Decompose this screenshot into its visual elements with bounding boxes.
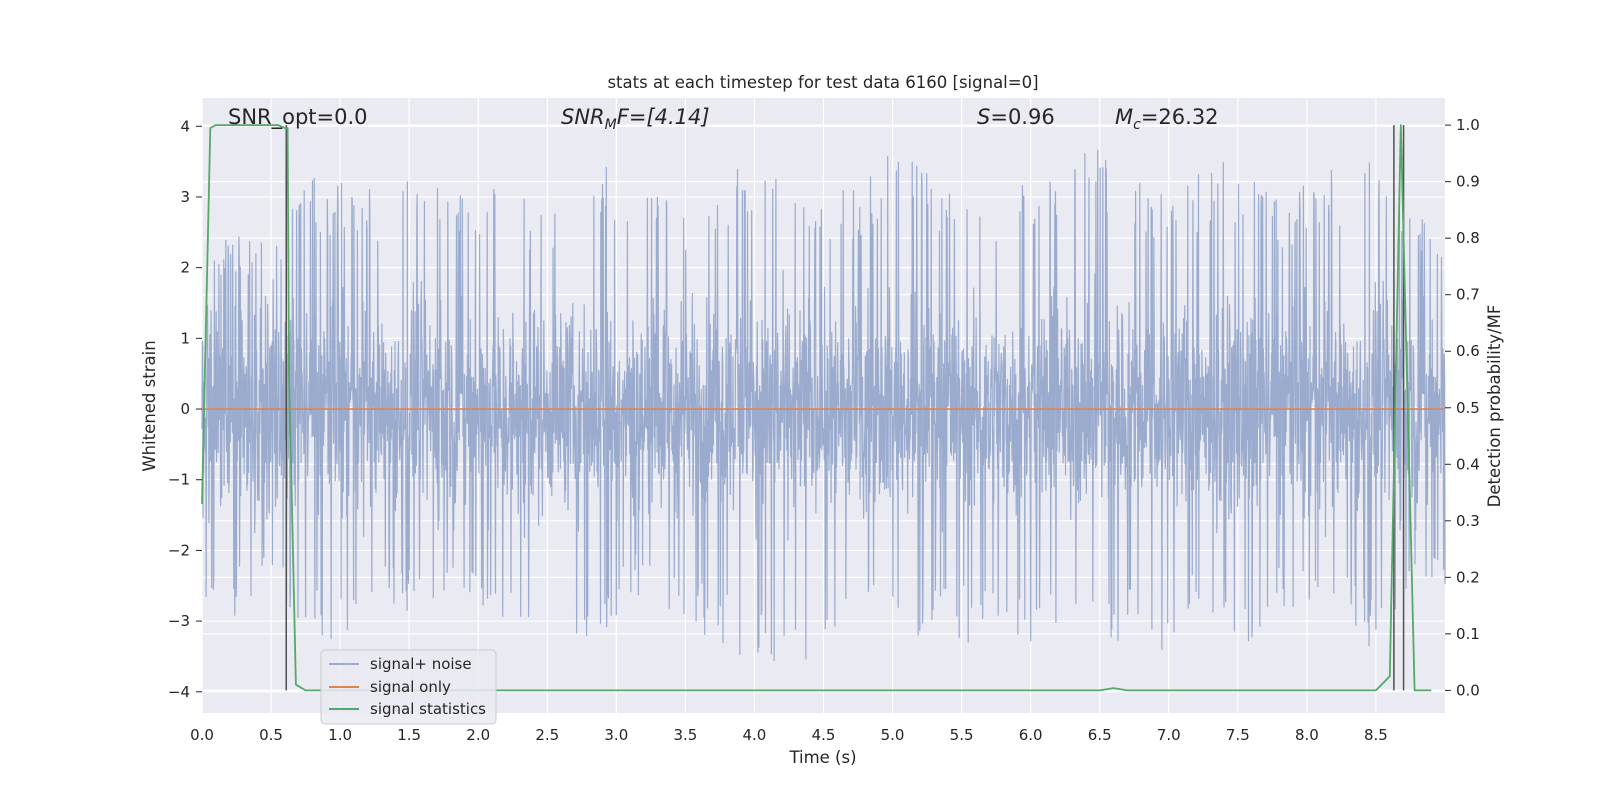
signal-statistics-series	[201, 124, 1432, 692]
x-tick-label: 8.5	[1364, 726, 1388, 744]
x-tick-label: 6.0	[1019, 726, 1043, 744]
y-axis-label: Whitened strain	[140, 340, 159, 471]
y-tick-label: 2	[180, 259, 190, 277]
annotation-snr-mf: SNRMF=[4.14]	[561, 105, 710, 133]
y2-tick-label: 0.7	[1456, 286, 1480, 304]
signal-statistics-line	[201, 124, 1432, 692]
legend-label-noise: signal+ noise	[370, 655, 472, 673]
legend-box	[320, 649, 497, 725]
y-tick-label: 4	[180, 117, 190, 135]
y2-tick-label: 0.0	[1456, 681, 1480, 699]
x-tick-label: 2.5	[535, 726, 559, 744]
y2-tick-label: 0.5	[1456, 399, 1480, 417]
y-tick-label: −3	[168, 612, 190, 630]
y2-axis-label: Detection probability/MF	[1485, 305, 1504, 508]
x-tick-label: 8.0	[1295, 726, 1319, 744]
y2-tick-label: 0.8	[1456, 229, 1480, 247]
x-tick-label: 3.0	[604, 726, 628, 744]
y2-tick-label: 0.2	[1456, 568, 1480, 586]
y2-tick-label: 0.4	[1456, 455, 1480, 473]
y-tick-label: 3	[180, 188, 190, 206]
x-tick-label: 1.5	[397, 726, 421, 744]
y2-tick-label: 0.6	[1456, 342, 1480, 360]
x-tick-label: 6.5	[1088, 726, 1112, 744]
x-tick-label: 0.5	[259, 726, 283, 744]
y2-tick-label: 1.0	[1456, 116, 1480, 134]
annotation-snr-opt: SNR_opt=0.0	[228, 105, 368, 130]
legend-label-statistics: signal statistics	[370, 700, 486, 718]
y-axis-ticks: 4 3 2 1 0 −1 −2 −3 −4	[168, 117, 202, 701]
legend: signal+ noise signal only signal statist…	[320, 649, 497, 725]
y2-axis-ticks: 1.0 0.9 0.8 0.7 0.6 0.5 0.4 0.3 0.2 0.1 0.0	[1445, 116, 1480, 699]
x-tick-label: 1.0	[328, 726, 352, 744]
chart-title: stats at each timestep for test data 616…	[607, 73, 1038, 92]
y-tick-label: −2	[168, 541, 190, 559]
y2-tick-label: 0.9	[1456, 173, 1480, 191]
signal-noise-line	[201, 149, 1446, 662]
x-tick-label: 4.5	[812, 726, 836, 744]
x-tick-label: 3.5	[673, 726, 697, 744]
x-tick-label: 0.0	[190, 726, 214, 744]
x-tick-label: 5.5	[950, 726, 974, 744]
legend-label-signal: signal only	[370, 678, 451, 696]
annotation-s: S=0.96	[977, 105, 1055, 129]
annotations: SNR_opt=0.0 SNRMF=[4.14] S=0.96 Mc=26.32	[228, 105, 1219, 133]
y-tick-label: 1	[180, 329, 190, 347]
x-tick-label: 5.0	[881, 726, 905, 744]
signal-noise-series	[201, 149, 1446, 662]
x-tick-label: 2.0	[466, 726, 490, 744]
x-tick-label: 4.0	[743, 726, 767, 744]
x-tick-label: 7.0	[1157, 726, 1181, 744]
y2-tick-label: 0.3	[1456, 512, 1480, 530]
x-tick-label: 7.5	[1226, 726, 1250, 744]
x-axis-label: Time (s)	[788, 748, 856, 767]
x-axis-ticks: 0.0 0.5 1.0 1.5 2.0 2.5 3.0 3.5 4.0 4.5 5.0 5.5 6.0 6…	[190, 726, 1388, 744]
y-tick-label: −1	[168, 471, 190, 489]
y2-tick-label: 0.1	[1456, 625, 1480, 643]
y-tick-label: −4	[168, 683, 190, 701]
annotation-mc: Mc=26.32	[1115, 105, 1219, 133]
grid-lines	[201, 98, 1445, 713]
y-tick-label: 0	[180, 400, 190, 418]
